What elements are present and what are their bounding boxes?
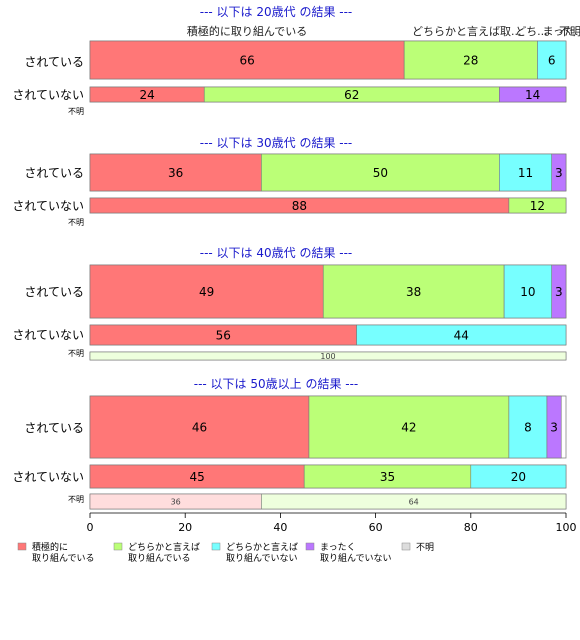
data-label: 8	[524, 421, 532, 435]
legend-swatch	[305, 542, 315, 551]
row-label: 不明	[68, 107, 84, 116]
row-label: されていない	[12, 199, 84, 213]
legend-label: どちらかと言えば	[226, 541, 298, 553]
bar-segment	[89, 264, 324, 319]
x-tick-label: 20	[178, 521, 192, 534]
data-label: 56	[216, 329, 231, 343]
x-tick-label: 80	[464, 521, 478, 534]
data-label: 88	[292, 199, 307, 213]
legend-swatch	[17, 542, 27, 551]
bar-segment	[499, 86, 567, 103]
bar-segment	[503, 264, 553, 319]
bar-segment	[499, 153, 553, 192]
legend-swatch	[211, 542, 221, 551]
data-label: 66	[239, 54, 254, 68]
bar-segment	[356, 324, 567, 346]
data-label: 6	[548, 54, 556, 68]
data-label: 10	[520, 285, 535, 299]
data-label: 64	[409, 498, 419, 507]
data-label: 36	[168, 166, 183, 180]
legend-swatch	[401, 542, 411, 551]
bar-segment	[308, 395, 510, 459]
column-header-label: まった...	[542, 25, 580, 38]
legend-label: 取り組んでいない	[226, 552, 298, 564]
data-label: 100	[320, 352, 335, 361]
bar-segment	[89, 395, 310, 459]
panel-title: --- 以下は 20歳代 の結果 ---	[200, 5, 353, 19]
data-label: 35	[380, 470, 395, 484]
legend-label: 不明	[416, 542, 434, 553]
data-label: 62	[344, 88, 359, 102]
row-label: 不明	[68, 349, 84, 358]
data-label: 38	[406, 285, 421, 299]
x-tick-label: 60	[369, 521, 383, 534]
bar-segment	[261, 493, 567, 510]
bar-segment	[261, 153, 500, 192]
bar-segment	[551, 153, 567, 192]
x-tick-label: 0	[87, 521, 94, 534]
x-tick-label: 40	[273, 521, 287, 534]
legend-label: 取り組んでいる	[32, 552, 95, 564]
data-label: 42	[401, 421, 416, 435]
column-header-label: どちらかと言えば取...	[412, 25, 522, 38]
data-label: 14	[525, 88, 540, 102]
row-label: されていない	[12, 328, 84, 342]
column-header-label: どち...	[515, 25, 548, 38]
legend-label: どちらかと言えば	[128, 541, 200, 553]
column-header-label: 積極的に取り組んでいる	[187, 24, 307, 38]
bar-segment	[89, 153, 262, 192]
data-label: 3	[550, 421, 558, 435]
legend-label: 積極的に	[32, 541, 68, 553]
data-label: 49	[199, 285, 214, 299]
x-tick-label: 100	[556, 521, 577, 534]
data-label: 44	[454, 329, 469, 343]
data-label: 3	[555, 166, 563, 180]
bar-segment	[89, 40, 405, 80]
data-label: 20	[511, 470, 526, 484]
row-label: されている	[24, 285, 84, 299]
row-label: されている	[24, 166, 84, 180]
bar-segment	[89, 351, 567, 361]
panel-title: --- 以下は 40歳代 の結果 ---	[200, 246, 353, 260]
bar-segment	[537, 40, 567, 80]
column-header-label: 不明	[559, 25, 580, 38]
row-label: されていない	[12, 88, 84, 102]
data-label: 46	[192, 421, 207, 435]
legend-swatch	[113, 542, 123, 551]
data-label: 11	[518, 166, 533, 180]
row-label: 不明	[68, 218, 84, 227]
legend-label: まったく	[320, 542, 356, 553]
legend-label: 取り組んでいる	[128, 552, 191, 564]
data-label: 24	[139, 88, 154, 102]
data-label: 28	[463, 54, 478, 68]
data-label: 50	[373, 166, 388, 180]
data-label: 12	[530, 199, 545, 213]
row-label: されていない	[12, 470, 84, 484]
data-label: 45	[189, 470, 204, 484]
bar-segment	[508, 197, 567, 214]
row-label: されている	[24, 421, 84, 435]
data-label: 36	[171, 498, 181, 507]
bar-segment	[470, 464, 567, 489]
data-label: 3	[555, 285, 563, 299]
bar-segment	[551, 264, 567, 319]
bar-segment	[508, 395, 548, 459]
panel-title: --- 以下は 50歳以上 の結果 ---	[194, 377, 359, 391]
panel-title: --- 以下は 30歳代 の結果 ---	[200, 136, 353, 150]
legend-label: 取り組んでいない	[320, 552, 392, 564]
bar-segment	[322, 264, 505, 319]
row-label: 不明	[68, 495, 84, 504]
row-label: されている	[24, 55, 84, 69]
bar-segment	[546, 395, 562, 459]
